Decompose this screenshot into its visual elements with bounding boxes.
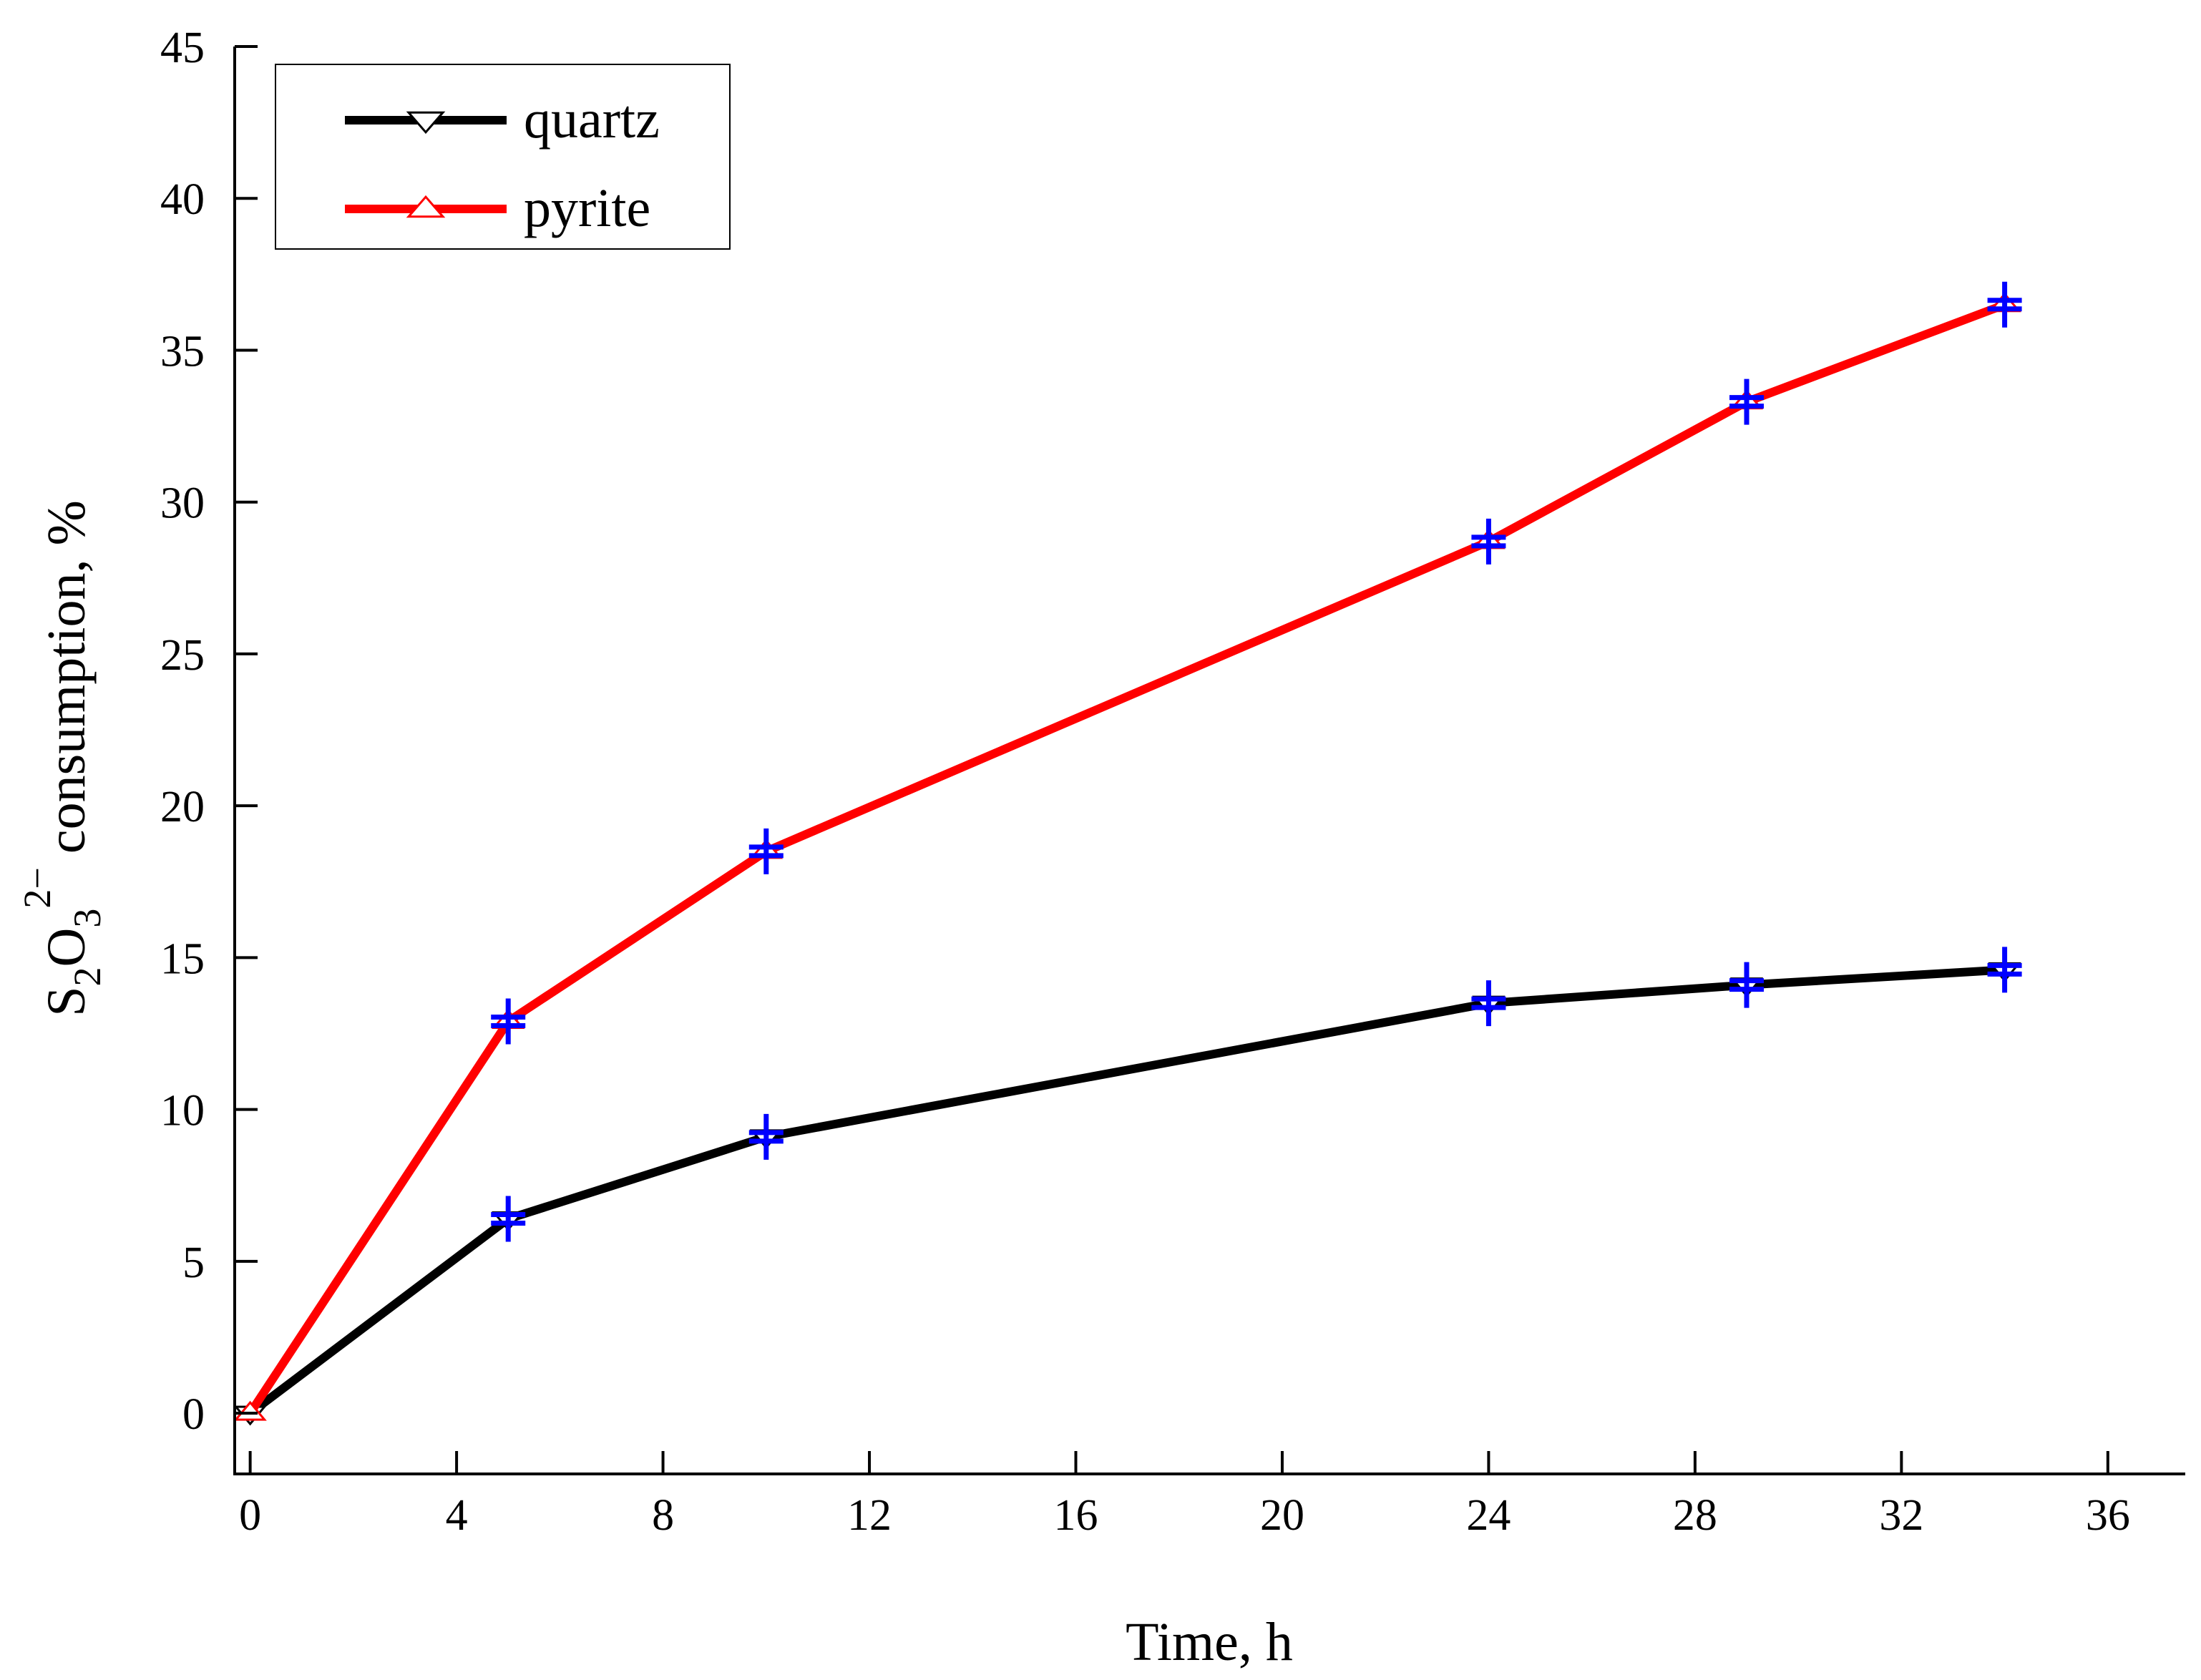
legend-marker-quartz (406, 111, 446, 135)
error-marker-pyrite (1987, 281, 2022, 328)
y-label-o-sub: 3 (66, 909, 109, 928)
y-label-text: consumption, % (36, 500, 97, 867)
x-tick-label: 28 (1673, 1491, 1717, 1540)
x-tick-label: 4 (446, 1491, 468, 1540)
x-tick-label: 24 (1466, 1491, 1511, 1540)
y-tick-label: 5 (182, 1239, 205, 1287)
y-tick-label: 25 (160, 631, 205, 680)
y-tick-label: 10 (160, 1087, 205, 1136)
y-tick-label: 20 (160, 783, 205, 831)
error-marker-quartz (1729, 962, 1765, 1008)
point-pyrite (233, 1400, 267, 1421)
legend-marker-pyrite (406, 195, 446, 218)
x-tick-label: 32 (1879, 1491, 1923, 1540)
legend: quartz pyrite (275, 64, 731, 250)
y-label-o: O (36, 928, 97, 967)
y-label-s: S (36, 987, 97, 1017)
error-marker-pyrite (1729, 379, 1765, 425)
error-marker-quartz (1987, 947, 2022, 993)
x-tick-label: 20 (1260, 1491, 1304, 1540)
y-axis-label: S2O3 2− consumption, % (16, 500, 109, 1017)
error-marker-quartz (491, 1196, 526, 1242)
error-marker-pyrite (1471, 518, 1506, 565)
y-tick-label: 0 (182, 1390, 205, 1439)
x-tick-label: 36 (2086, 1491, 2130, 1540)
ticks: 0 4 8 12 16 20 24 28 32 36 0 5 10 15 20 25 30 35 40 45 (160, 24, 2130, 1540)
x-tick-label: 12 (847, 1491, 892, 1540)
y-tick-label: 45 (160, 24, 205, 72)
series-line-pyrite (245, 300, 2009, 1418)
x-tick-label: 16 (1053, 1491, 1098, 1540)
error-marker-pyrite (748, 828, 784, 874)
error-marker-quartz (748, 1113, 784, 1160)
series-line-quartz (245, 965, 2009, 1418)
series-layer (233, 281, 2022, 1426)
error-marker-quartz (1471, 980, 1506, 1027)
y-label-s-sub: 2 (66, 967, 109, 987)
y-tick-label: 35 (160, 327, 205, 376)
y-tick-label: 40 (160, 175, 205, 224)
legend-box (275, 64, 731, 250)
axes (233, 47, 2185, 1475)
legend-label-pyrite: pyrite (524, 178, 650, 238)
y-label-charge: 2− (16, 867, 59, 908)
x-axis-label: Time, h (1126, 1612, 1293, 1672)
x-tick-label: 0 (239, 1491, 261, 1540)
error-marker-pyrite (491, 998, 526, 1045)
y-tick-label: 15 (160, 934, 205, 983)
x-tick-label: 8 (652, 1491, 674, 1540)
legend-label-quartz: quartz (524, 89, 660, 150)
y-tick-label: 30 (160, 479, 205, 528)
